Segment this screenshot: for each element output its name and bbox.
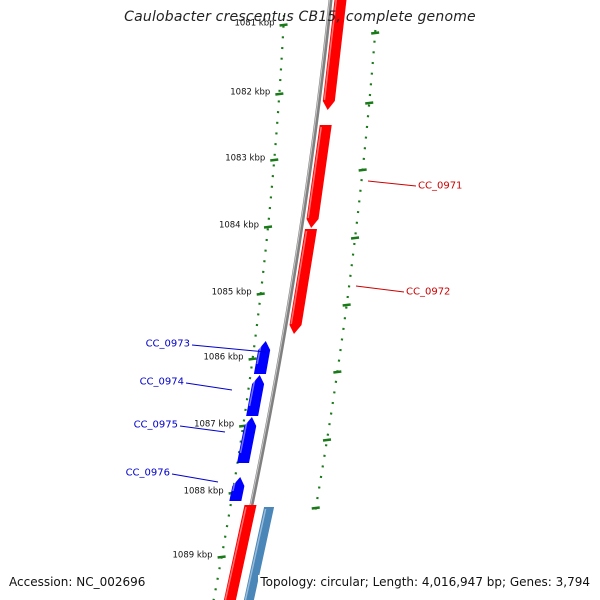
kbp-tick-label: 1089 kbp [173, 551, 213, 561]
gene-feature-reverse [253, 341, 271, 374]
gene-feature-reverse-shine [232, 478, 237, 492]
gene-label-leader [355, 285, 405, 293]
outer-ring-tick [311, 506, 320, 510]
gene-feature-reverse-shine [239, 418, 249, 454]
outer-ring-tick [358, 168, 367, 172]
outer-ring-tick [371, 31, 380, 35]
gene-feature-rna-shine [244, 508, 267, 600]
gene-feature-forward [223, 505, 257, 600]
gene-feature-reverse-shine [248, 376, 256, 407]
outer-ring-tick [342, 303, 351, 307]
kbp-tick [275, 92, 284, 96]
gene-label-leader [179, 425, 226, 433]
kbp-tick [217, 555, 226, 559]
gene-label: CC_0976 [126, 468, 170, 479]
gene-label-leader [171, 473, 219, 483]
gene-label: CC_0972 [406, 287, 450, 298]
outer-ring-tick [333, 370, 342, 374]
gene-label: CC_0974 [140, 377, 184, 388]
topology-text: Topology: circular; Length: 4,016,947 bp… [258, 575, 590, 589]
kbp-tick [256, 292, 265, 296]
gene-label-leader [185, 382, 233, 391]
gene-feature-forward [322, 0, 347, 110]
kbp-tick-label: 1085 kbp [212, 288, 252, 298]
gene-feature-reverse [237, 417, 257, 463]
kbp-tick-label: 1083 kbp [225, 154, 265, 164]
kbp-tick [270, 158, 279, 162]
gene-feature-forward-shine [290, 230, 308, 325]
gene-feature-reverse [229, 477, 245, 501]
accession-text: Accession: NC_002696 [9, 575, 146, 589]
gene-label-leader [367, 180, 417, 187]
kbp-tick-label: 1082 kbp [230, 88, 270, 98]
kbp-tick-label: 1088 kbp [184, 487, 224, 497]
kbp-tick [248, 357, 257, 361]
gene-label: CC_0975 [134, 420, 178, 431]
gene-label: CC_0971 [418, 181, 462, 192]
outer-ring-tick [322, 438, 332, 442]
gene-feature-rna [243, 507, 275, 600]
gene-feature-reverse-shine [256, 342, 262, 365]
gene-label: CC_0973 [146, 339, 190, 350]
outer-ring-tick [350, 236, 360, 240]
gene-feature-forward [306, 125, 332, 228]
map-title: Caulobacter crescentus CB15, complete ge… [124, 9, 476, 25]
kbp-tick-label: 1086 kbp [204, 353, 244, 363]
gene-feature-reverse [246, 375, 265, 416]
kbp-tick-label: 1081 kbp [234, 19, 274, 29]
kbp-tick-label: 1084 kbp [219, 221, 259, 231]
gene-label-leader [191, 344, 267, 353]
gene-feature-forward-shine [224, 506, 247, 600]
gene-feature-forward-shine [307, 126, 322, 219]
gene-feature-forward [289, 229, 318, 334]
kbp-tick [279, 23, 288, 27]
outer-ring-tick [365, 101, 374, 105]
kbp-tick-label: 1087 kbp [194, 420, 234, 430]
kbp-tick [263, 225, 273, 229]
gene-feature-forward-shine [323, 0, 337, 101]
